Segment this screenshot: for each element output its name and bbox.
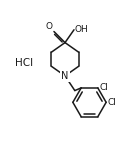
- Text: N: N: [61, 71, 69, 81]
- Text: O: O: [46, 22, 53, 31]
- Text: OH: OH: [75, 25, 89, 34]
- Text: HCl: HCl: [15, 58, 33, 68]
- Text: Cl: Cl: [99, 83, 108, 92]
- Text: Cl: Cl: [108, 98, 116, 107]
